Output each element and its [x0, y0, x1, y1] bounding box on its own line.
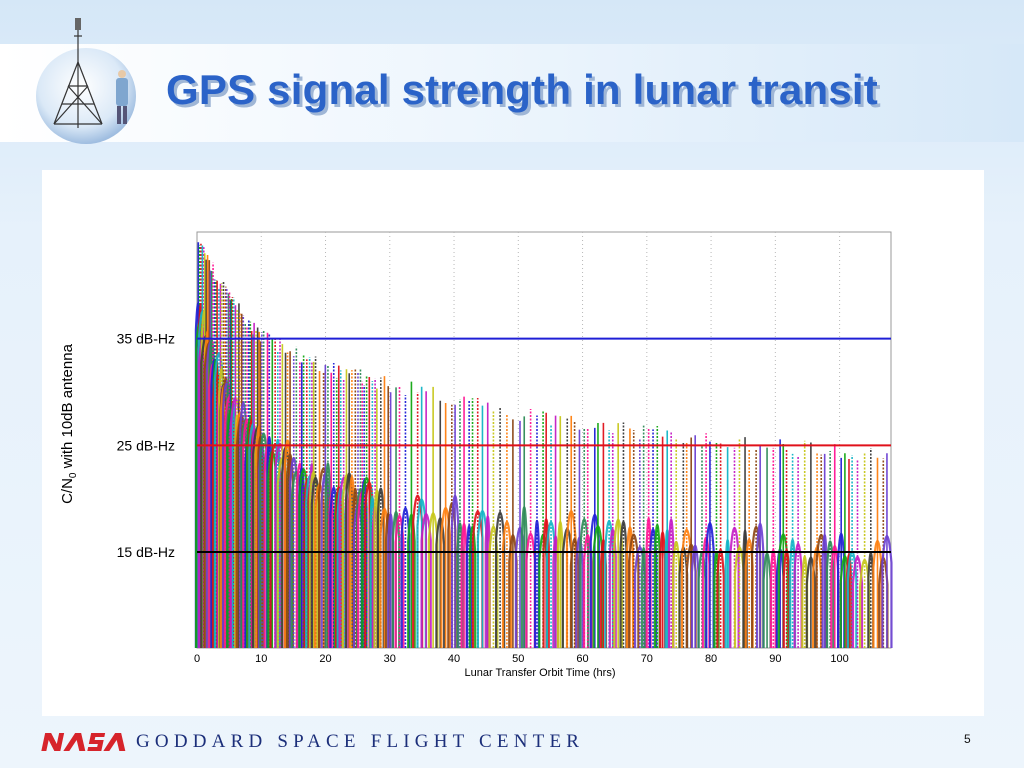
nasa-logo: [41, 733, 126, 751]
x-tick-label: 90: [769, 653, 781, 665]
x-tick-label: 70: [641, 653, 653, 665]
x-tick-label: 20: [319, 653, 331, 665]
signal-mainlobe: [542, 518, 550, 648]
signal-mainlobe: [648, 528, 658, 648]
slide-title: GPS signal strength in lunar transit: [166, 66, 878, 113]
signal-mainlobe: [556, 521, 564, 648]
x-tick-label: 10: [255, 653, 267, 665]
threshold-label: 25 dB-Hz: [117, 437, 175, 453]
signal-mainlobe: [825, 540, 835, 648]
signal-mainlobe: [569, 538, 580, 648]
signal-mainlobe: [667, 518, 675, 648]
signal-mainlobe: [520, 506, 528, 648]
signal-mainlobe: [303, 479, 310, 648]
signal-mainlobe: [344, 472, 354, 648]
signal-mainlobe: [575, 536, 584, 648]
signal-mainlobe: [608, 529, 617, 648]
chart-panel: 35 dB-Hz 25 dB-Hz 15 dB-Hz 0 10 20 30 40 50 60 70 8…: [42, 170, 984, 716]
signal-mainlobe: [851, 556, 864, 648]
signal-mainlobe: [619, 521, 628, 648]
signal-mainlobe: [653, 524, 661, 648]
signal-mainlobe: [450, 495, 460, 648]
signal-mainlobe: [286, 453, 295, 648]
signal-mainlobe: [640, 547, 647, 648]
signal-mainlobe: [295, 463, 304, 648]
threshold-label: 35 dB-Hz: [117, 331, 175, 347]
signal-strength-chart: 35 dB-Hz 25 dB-Hz 15 dB-Hz 0 10 20 30 40 50 60 70 8…: [59, 231, 893, 679]
title-band: [0, 44, 1024, 142]
x-tick-label: 0: [194, 653, 200, 665]
signal-mainlobe: [394, 514, 405, 648]
signal-mainlobe: [373, 489, 381, 648]
signal-mainlobe: [769, 549, 777, 648]
signal-mainlobe: [716, 549, 725, 648]
signal-mainlobe: [391, 511, 401, 648]
signal-mainlobe: [435, 517, 446, 648]
signal-mainlobe: [290, 471, 303, 648]
x-tick-label: 30: [384, 653, 396, 665]
signal-mainlobe: [465, 525, 473, 648]
signal-mainlobe: [705, 522, 715, 648]
signal-mainlobe: [793, 542, 803, 648]
signal-mainlobe: [420, 513, 432, 648]
x-tick-label: 100: [830, 653, 848, 665]
signal-mainlobe: [881, 535, 893, 648]
x-tick-label: 50: [512, 653, 524, 665]
page-number: 5: [964, 732, 971, 746]
rocket-logo: [36, 18, 136, 144]
signal-mainlobe: [579, 518, 590, 648]
footer-org-name: GODDARD SPACE FLIGHT CENTER: [136, 731, 585, 752]
signal-mainlobe: [533, 520, 541, 648]
signal-mainlobe: [407, 514, 416, 648]
signal-mainlobe: [338, 477, 349, 648]
signal-mainlobe: [324, 463, 332, 648]
threshold-label: 15 dB-Hz: [117, 544, 175, 560]
signal-mainlobe: [627, 533, 640, 648]
signal-mainlobe: [440, 507, 451, 648]
x-tick-label: 60: [576, 653, 588, 665]
signal-mainlobe: [334, 486, 343, 648]
signal-mainlobe: [805, 556, 817, 648]
x-tick-label: 80: [705, 653, 717, 665]
signal-mainlobe: [320, 472, 331, 648]
x-axis-label: Lunar Transfer Orbit Time (hrs): [465, 667, 616, 679]
x-tick-label: 40: [448, 653, 460, 665]
signal-mainlobe: [755, 523, 765, 648]
signal-mainlobe: [239, 402, 248, 648]
y-axis-label: C/N0 with 10dB antenna: [59, 343, 79, 503]
